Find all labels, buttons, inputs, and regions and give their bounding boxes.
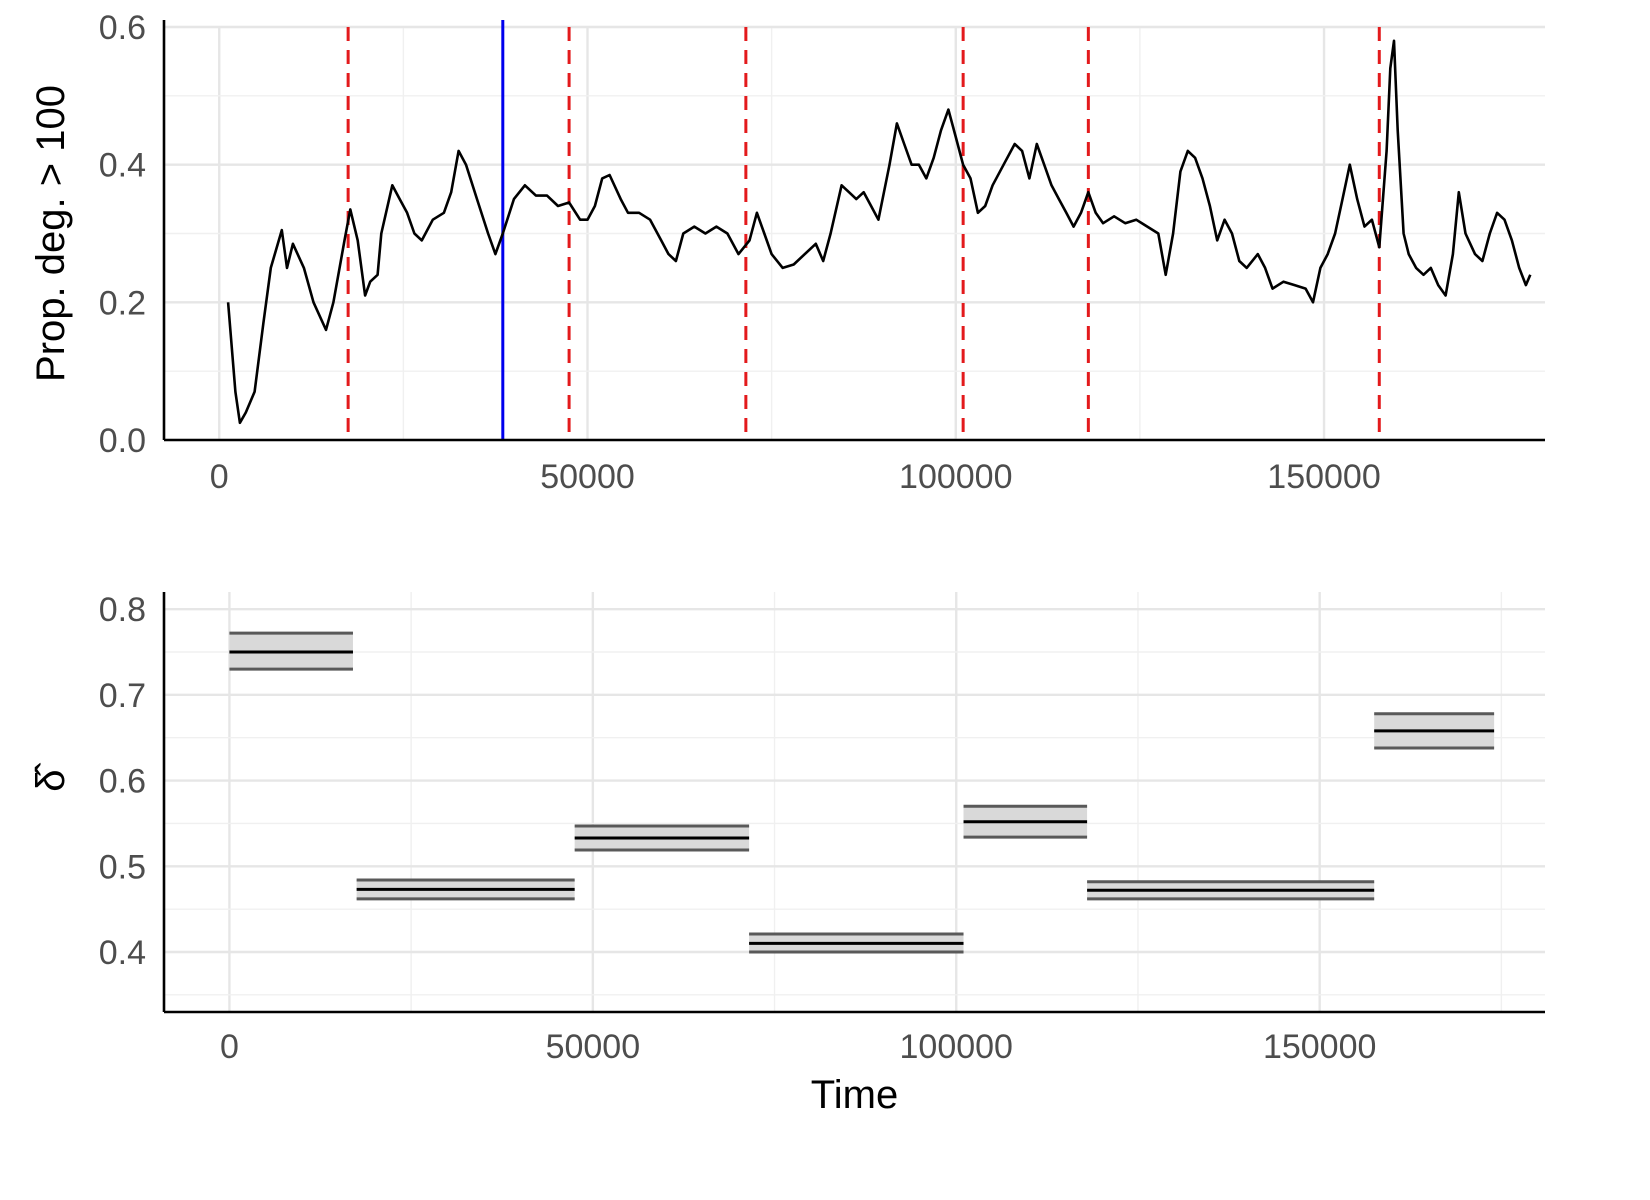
top-panel: 0 50000 100000 150000 0.0 0.2 0.4 0.6 Prop. deg… — [29, 9, 1545, 496]
bottom-y-tick-label: 0.4 — [99, 934, 146, 972]
bottom-x-axis-label: Time — [811, 1073, 898, 1117]
top-gridlines — [164, 25, 1545, 442]
bottom-y-tick-label: 0.7 — [99, 677, 146, 715]
bottom-x-tick-label: 100000 — [900, 1028, 1013, 1066]
bottom-y-tick-label: 0.6 — [99, 763, 146, 801]
bottom-axes — [162, 592, 1545, 1014]
bottom-y-tick-label: 0.5 — [99, 848, 146, 886]
top-x-tick-label: 50000 — [540, 458, 635, 496]
top-x-tick-label: 100000 — [899, 458, 1012, 496]
top-y-tick-label: 0.6 — [99, 9, 146, 47]
top-x-tick-label: 0 — [210, 458, 229, 496]
bottom-panel: 0 50000 100000 150000 0.4 0.5 0.6 0.7 0.8 δ̂ Tim… — [29, 591, 1545, 1117]
series-line — [226, 39, 1532, 425]
bottom-tick-labels: 0 50000 100000 150000 0.4 0.5 0.6 0.7 0.8 — [99, 591, 1377, 1066]
top-y-tick-label: 0.4 — [99, 147, 146, 185]
top-x-tick-label: 150000 — [1267, 458, 1380, 496]
top-axes — [162, 20, 1545, 442]
bottom-x-tick-label: 0 — [220, 1028, 239, 1066]
bottom-y-axis-label: δ̂ — [29, 762, 73, 791]
bottom-segments — [229, 631, 1495, 954]
bottom-x-tick-label: 150000 — [1263, 1028, 1376, 1066]
bottom-y-tick-label: 0.8 — [99, 591, 146, 629]
top-y-axis-label: Prop. deg. > 100 — [29, 85, 73, 382]
bottom-x-tick-label: 50000 — [546, 1028, 641, 1066]
top-y-tick-label: 0.0 — [99, 422, 146, 460]
top-tick-labels: 0 50000 100000 150000 0.0 0.2 0.4 0.6 — [99, 9, 1381, 496]
top-y-tick-label: 0.2 — [99, 284, 146, 322]
